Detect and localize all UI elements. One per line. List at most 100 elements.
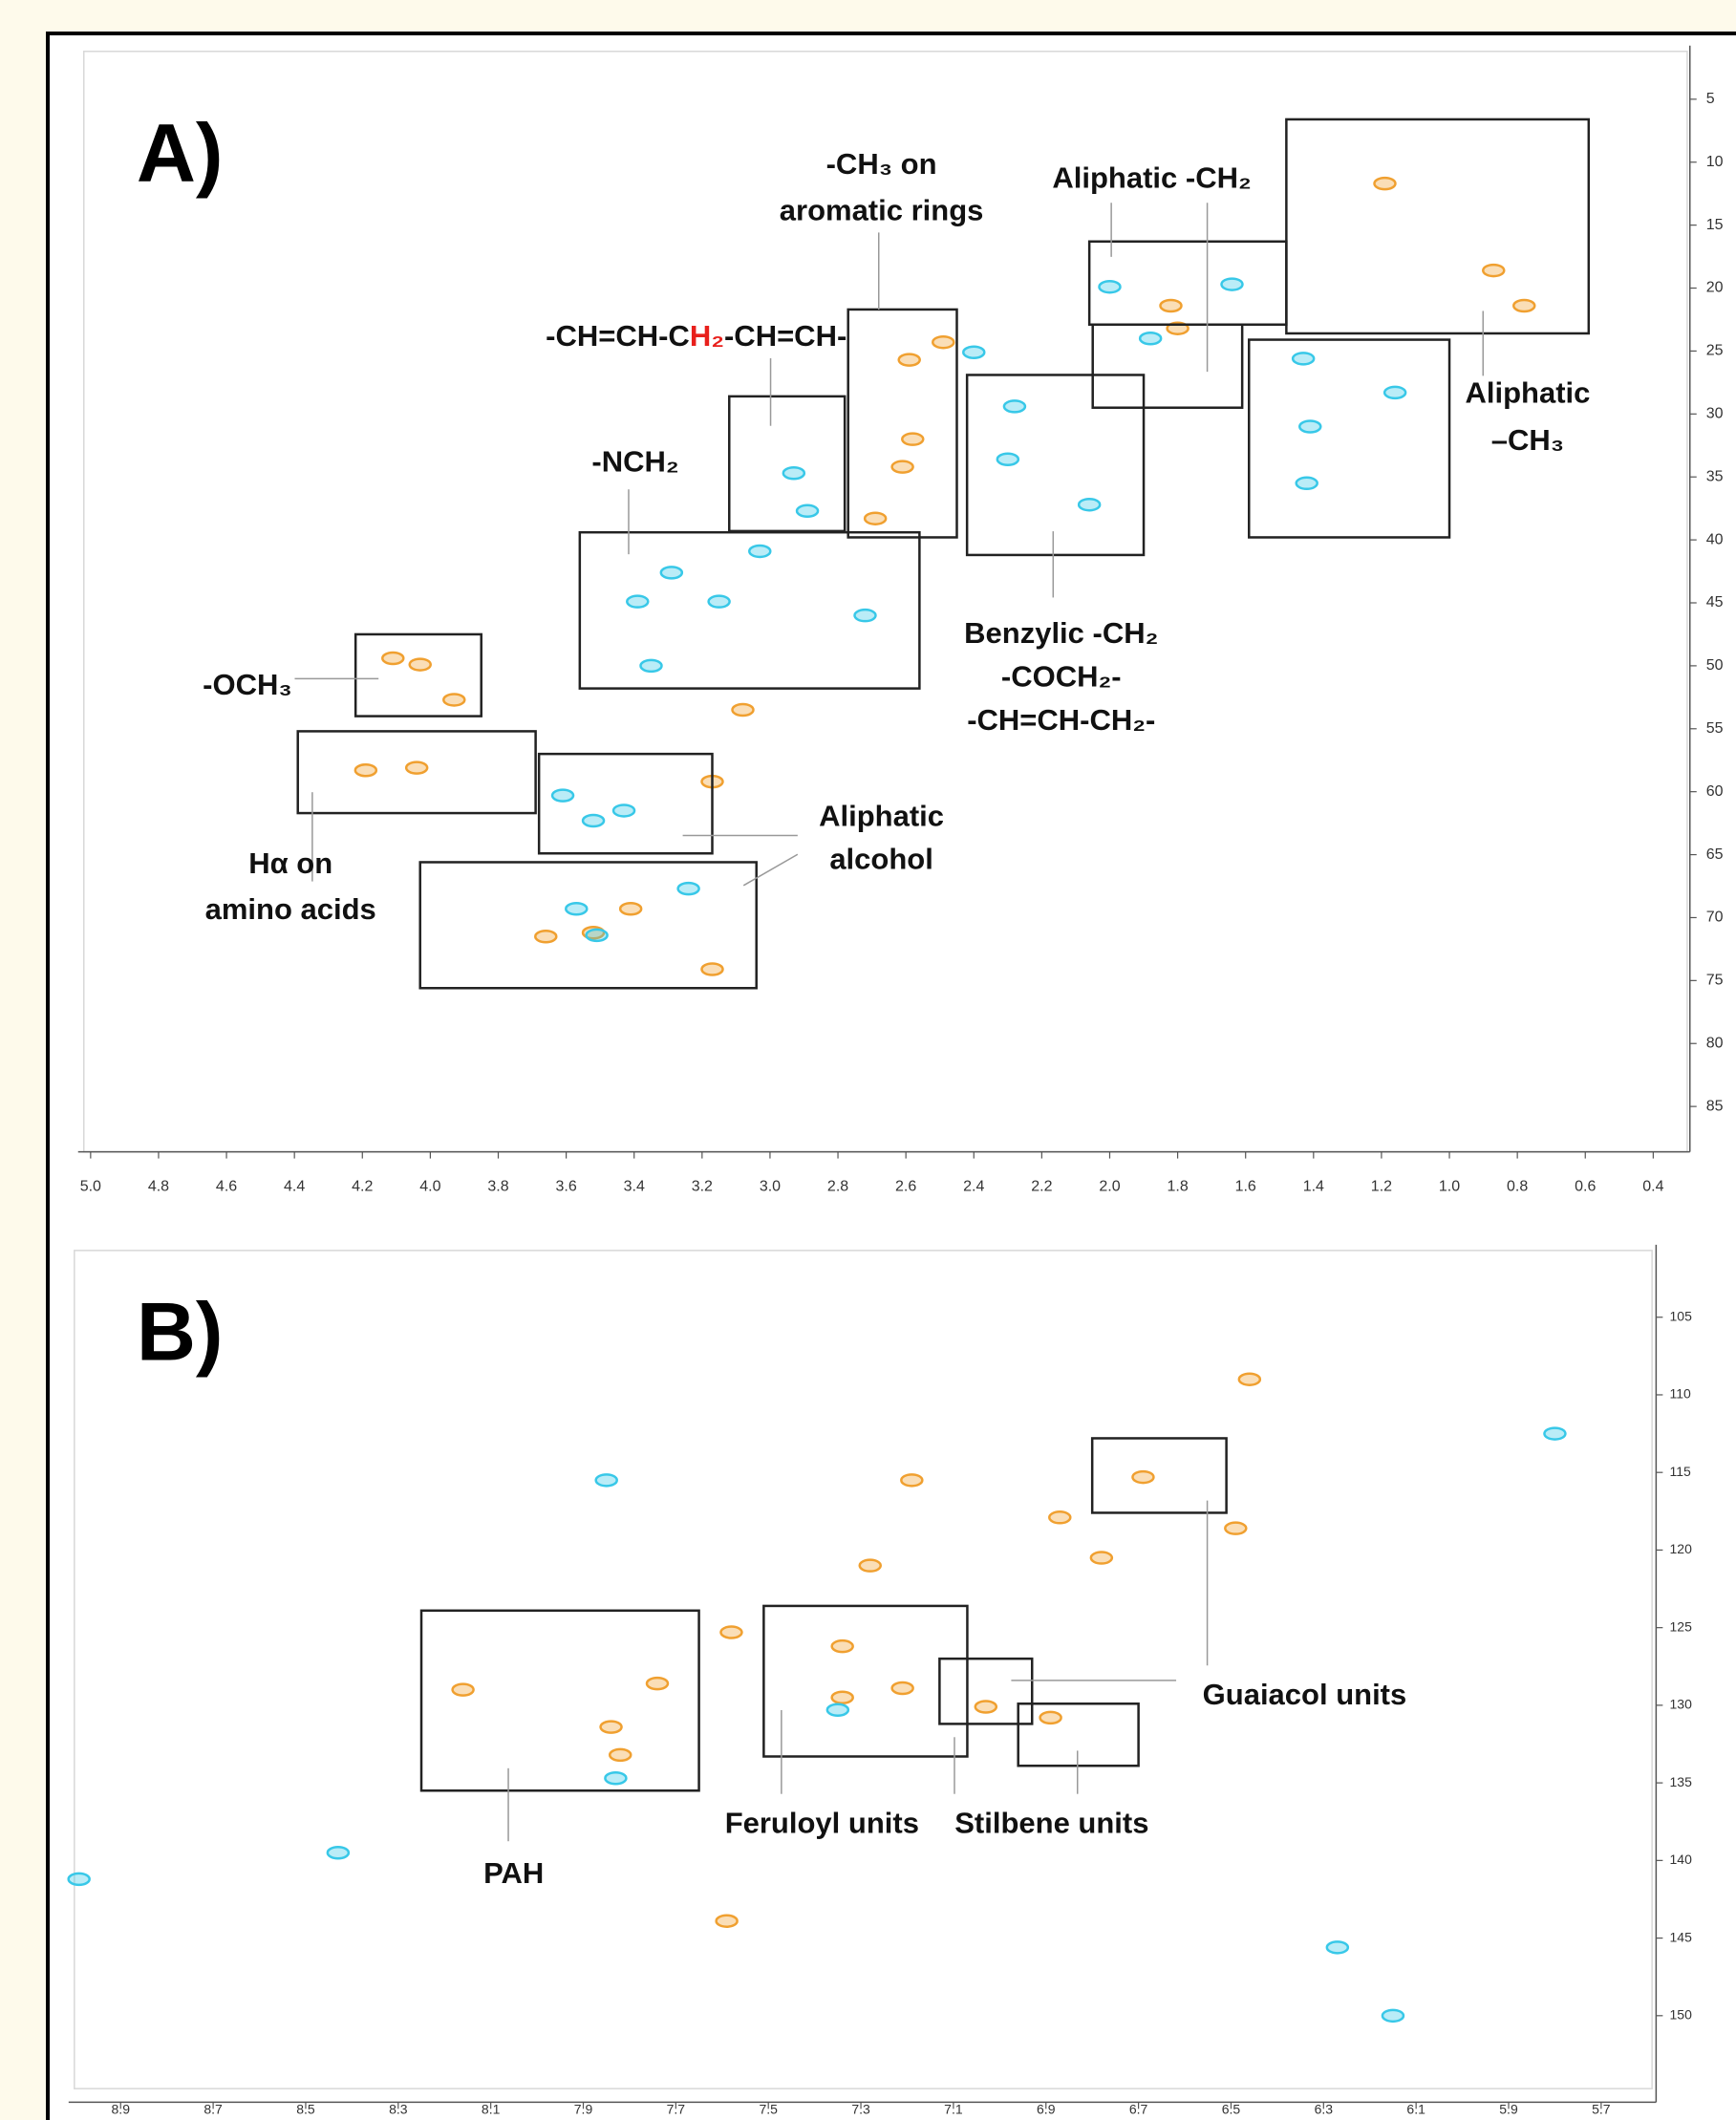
peak — [892, 1682, 913, 1694]
x-tick-label: 3.8 — [487, 1179, 508, 1195]
peak — [620, 903, 641, 914]
x-tick-label: 7.1 — [944, 2102, 963, 2117]
x-tick-label: 8.9 — [112, 2102, 131, 2117]
peak — [1160, 300, 1181, 311]
peak — [328, 1847, 349, 1858]
peak — [552, 790, 573, 802]
y-tick-label: 45 — [1706, 594, 1724, 610]
x-tick-label: 2.6 — [895, 1179, 916, 1195]
peak — [610, 1749, 631, 1761]
x-tick-label: 6.5 — [1222, 2102, 1241, 2117]
annotation-part: -CH=CH-C — [546, 319, 690, 353]
x-tick-label: 2.0 — [1099, 1179, 1120, 1195]
annotation: aromatic rings — [780, 193, 984, 226]
peak — [901, 1474, 922, 1486]
peak — [701, 963, 722, 974]
x-tick-label: 8.7 — [204, 2102, 223, 2117]
peak — [535, 931, 556, 942]
peak — [749, 546, 770, 557]
x-tick-label: 7.9 — [574, 2102, 593, 2117]
y-tick-label: 80 — [1706, 1035, 1724, 1051]
peak — [1049, 1511, 1070, 1523]
annotation: Aliphatic -CH₂ — [1052, 161, 1251, 194]
peak — [1544, 1428, 1565, 1440]
peak — [797, 505, 818, 517]
x-tick-label: 4.6 — [216, 1179, 237, 1195]
peak — [832, 1640, 853, 1652]
x-tick-label: 7.3 — [851, 2102, 870, 2117]
x-tick-label: 4.2 — [352, 1179, 373, 1195]
y-tick-label: 75 — [1706, 973, 1724, 989]
peak — [596, 1474, 617, 1486]
x-tick-label: 6.7 — [1129, 2102, 1148, 2117]
x-tick-label: 8.5 — [296, 2102, 315, 2117]
peak — [783, 467, 804, 479]
peak — [1382, 2010, 1404, 2022]
x-tick-label: 3.6 — [555, 1179, 576, 1195]
peak — [1040, 1712, 1061, 1724]
x-tick-label: 0.4 — [1642, 1179, 1663, 1195]
panel-label: B) — [137, 1287, 224, 1379]
page: {"chart_data": [ {"type": "scatter", "pa… — [0, 0, 1736, 2120]
annotation: –CH₃ — [1491, 423, 1564, 457]
peak — [1225, 1523, 1246, 1534]
peak — [1079, 499, 1100, 510]
peak — [678, 883, 699, 894]
peak — [355, 764, 376, 776]
peak — [1483, 265, 1504, 276]
x-tick-label: 6.3 — [1315, 2102, 1334, 2117]
annotation: PAH — [483, 1856, 544, 1890]
x-tick-label: 8.3 — [389, 2102, 408, 2117]
annotation: -CH=CH-CH₂-CH=CH- — [546, 319, 847, 353]
peak — [661, 567, 682, 578]
peak — [1221, 279, 1242, 290]
x-tick-label: 5.7 — [1592, 2102, 1611, 2117]
x-tick-label: 4.4 — [284, 1179, 305, 1195]
y-tick-label: 15 — [1706, 217, 1724, 233]
y-tick-label: 105 — [1670, 1308, 1693, 1323]
peak — [1374, 178, 1395, 189]
x-tick-label: 1.4 — [1303, 1179, 1324, 1195]
y-tick-label: 40 — [1706, 531, 1724, 547]
peak — [1327, 1941, 1348, 1953]
y-tick-label: 130 — [1670, 1697, 1693, 1712]
y-tick-label: 25 — [1706, 343, 1724, 359]
y-tick-label: 150 — [1670, 2007, 1693, 2023]
peak — [865, 513, 886, 525]
peak — [1513, 300, 1534, 311]
peak — [406, 762, 427, 774]
y-tick-label: 125 — [1670, 1618, 1693, 1634]
x-tick-label: 3.4 — [624, 1179, 645, 1195]
peak — [1293, 353, 1314, 364]
peak — [899, 354, 920, 366]
peak — [640, 660, 661, 672]
y-tick-label: 5 — [1706, 91, 1715, 107]
annotation: alcohol — [829, 843, 933, 876]
y-tick-label: 120 — [1670, 1541, 1693, 1556]
x-tick-label: 3.0 — [760, 1179, 781, 1195]
peak — [1299, 420, 1320, 432]
peak — [963, 347, 984, 358]
peak — [860, 1560, 881, 1572]
peak — [583, 815, 604, 826]
peak — [1239, 1374, 1260, 1385]
annotation: Stilbene units — [954, 1806, 1148, 1839]
peak — [627, 596, 648, 608]
figure: 5.04.84.64.44.24.03.83.63.43.23.02.82.62… — [0, 0, 1736, 2120]
plot-area — [75, 1251, 1652, 2088]
peak — [827, 1704, 848, 1716]
y-tick-label: 50 — [1706, 657, 1724, 674]
peak — [410, 659, 431, 671]
peak — [613, 804, 634, 816]
x-tick-label: 4.0 — [419, 1179, 440, 1195]
peak — [854, 610, 875, 621]
y-tick-label: 10 — [1706, 154, 1724, 170]
annotation-part: -CH=CH- — [724, 319, 847, 353]
peak — [997, 454, 1018, 465]
peak — [1004, 400, 1025, 412]
annotation: amino acids — [205, 892, 376, 926]
x-tick-label: 6.1 — [1406, 2102, 1425, 2117]
x-tick-label: 0.8 — [1507, 1179, 1528, 1195]
y-tick-label: 30 — [1706, 406, 1724, 422]
peak — [69, 1874, 90, 1885]
